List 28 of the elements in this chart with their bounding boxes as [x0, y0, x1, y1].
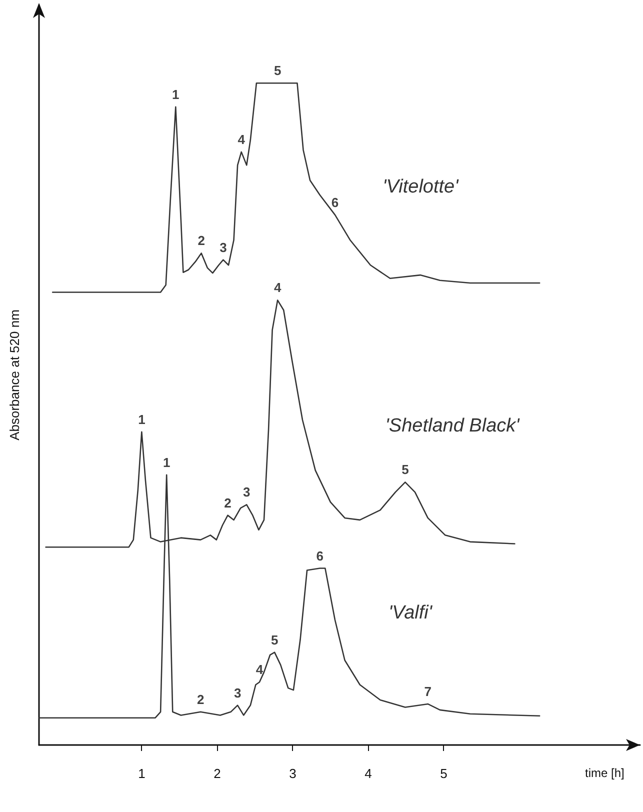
annotation: 5 — [270, 632, 278, 648]
text: 'Shetland Black' — [385, 416, 521, 437]
x-tick-label: 1 — [138, 766, 146, 781]
annotation: 4 — [238, 132, 246, 147]
annotation: 1 — [162, 454, 170, 470]
x-tick-label: 4 — [364, 766, 372, 781]
annotation: 6 — [316, 548, 324, 564]
annotation: 1 — [138, 412, 146, 427]
x-tick-label: 5 — [440, 766, 448, 781]
annotation: 3 — [220, 240, 227, 255]
annotation: 6 — [331, 194, 339, 210]
x-tick-label: 3 — [289, 766, 296, 781]
annotation: 7 — [424, 684, 432, 699]
annotation: 2 — [224, 495, 232, 510]
annotation: 2 — [196, 692, 204, 707]
annotation: 1 — [172, 86, 180, 102]
annotation: 2 — [198, 233, 205, 248]
text: 'Valfi' — [388, 602, 434, 624]
annotation: 4 — [256, 662, 264, 678]
x-axis-title: time [h] — [585, 766, 624, 780]
annotation: 5 — [274, 63, 282, 78]
annotation: 4 — [274, 280, 282, 296]
annotation: 5 — [402, 462, 409, 478]
text: 'Vitelotte' — [382, 176, 460, 198]
annotation: 3 — [234, 685, 242, 700]
y-axis-title: Absorbance at 520 nm — [7, 310, 22, 440]
x-tick-label: 2 — [214, 766, 221, 781]
annotation: 3 — [243, 484, 250, 500]
